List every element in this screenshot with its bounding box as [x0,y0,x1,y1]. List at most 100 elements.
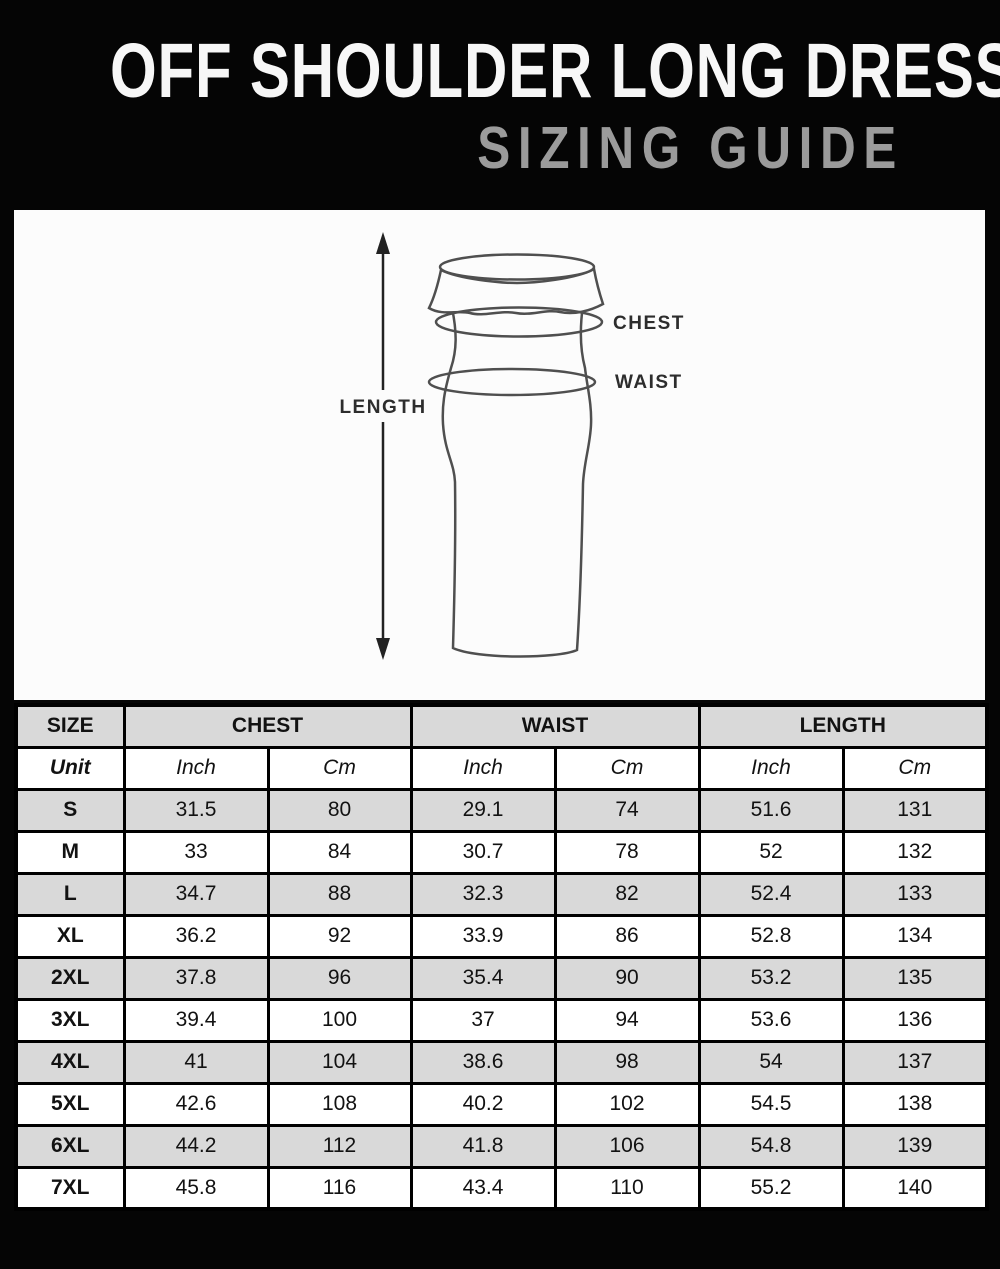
size-cell: 6XL [14,1123,126,1169]
value-cell: 45.8 [122,1165,270,1211]
unit-label-cell: Unit [14,745,126,791]
table-row: 3XL 39.4 100 37 94 53.6 136 [14,997,989,1043]
diagram-panel: LENGTH CHEST WAIST [14,210,985,700]
size-cell: S [14,787,126,833]
value-cell: 36.2 [122,913,270,959]
value-cell: 37 [409,997,557,1043]
value-cell: 54.8 [697,1123,845,1169]
col-header-length: LENGTH [697,703,989,749]
chest-measure-ring [434,306,604,338]
value-cell: 137 [841,1039,989,1085]
size-table: SIZE CHEST WAIST LENGTH Unit Inch Cm Inc… [14,703,990,1211]
size-cell: L [14,871,126,917]
size-cell: M [14,829,126,875]
value-cell: 30.7 [409,829,557,875]
value-cell: 52.4 [697,871,845,917]
table-row: 5XL 42.6 108 40.2 102 54.5 138 [14,1081,989,1127]
value-cell: 35.4 [409,955,557,1001]
unit-cell: Cm [841,745,989,791]
value-cell: 131 [841,787,989,833]
value-cell: 80 [266,787,413,833]
value-cell: 74 [553,787,701,833]
chest-label: CHEST [613,313,685,334]
value-cell: 138 [841,1081,989,1127]
value-cell: 104 [266,1039,413,1085]
page-subtitle: SIZING GUIDE [477,115,904,181]
value-cell: 86 [553,913,701,959]
table-row: 6XL 44.2 112 41.8 106 54.8 139 [14,1123,989,1169]
size-cell: XL [14,913,126,959]
value-cell: 42.6 [122,1081,270,1127]
value-cell: 41.8 [409,1123,557,1169]
table-group-header-row: SIZE CHEST WAIST LENGTH [14,703,989,749]
header: OFF SHOULDER LONG DRESS SIZING GUIDE [0,0,1000,210]
size-cell: 3XL [14,997,126,1043]
value-cell: 34.7 [122,871,270,917]
value-cell: 132 [841,829,989,875]
size-table-section: SIZE CHEST WAIST LENGTH Unit Inch Cm Inc… [14,703,990,1211]
size-table-body: S 31.5 80 29.1 74 51.6 131 M 33 84 30.7 78 52 132 L 34.… [14,787,989,1211]
size-cell: 5XL [14,1081,126,1127]
value-cell: 135 [841,955,989,1001]
value-cell: 94 [553,997,701,1043]
value-cell: 78 [553,829,701,875]
value-cell: 96 [266,955,413,1001]
value-cell: 39.4 [122,997,270,1043]
unit-cell: Cm [266,745,413,791]
value-cell: 140 [841,1165,989,1211]
table-unit-row: Unit Inch Cm Inch Cm Inch Cm [14,745,989,791]
value-cell: 41 [122,1039,270,1085]
unit-cell: Cm [553,745,701,791]
waist-label: WAIST [615,372,683,393]
value-cell: 33.9 [409,913,557,959]
value-cell: 51.6 [697,787,845,833]
value-cell: 90 [553,955,701,1001]
size-cell: 2XL [14,955,126,1001]
value-cell: 53.2 [697,955,845,1001]
table-row: 2XL 37.8 96 35.4 90 53.2 135 [14,955,989,1001]
size-cell: 4XL [14,1039,126,1085]
col-header-chest: CHEST [122,703,413,749]
waist-measure-ring [427,367,597,397]
value-cell: 100 [266,997,413,1043]
value-cell: 29.1 [409,787,557,833]
table-row: M 33 84 30.7 78 52 132 [14,829,989,875]
col-header-size: SIZE [14,703,126,749]
unit-cell: Inch [697,745,845,791]
table-row: L 34.7 88 32.3 82 52.4 133 [14,871,989,917]
unit-cell: Inch [409,745,557,791]
table-row: 4XL 41 104 38.6 98 54 137 [14,1039,989,1085]
value-cell: 116 [266,1165,413,1211]
dress-sketch: LENGTH CHEST WAIST [339,232,685,660]
value-cell: 37.8 [122,955,270,1001]
page-title: OFF SHOULDER LONG DRESS [110,28,1000,114]
value-cell: 32.3 [409,871,557,917]
value-cell: 55.2 [697,1165,845,1211]
value-cell: 52 [697,829,845,875]
value-cell: 92 [266,913,413,959]
dress-offshoulder-band [427,267,605,316]
table-row: 7XL 45.8 116 43.4 110 55.2 140 [14,1165,989,1211]
dress-body [441,303,593,658]
value-cell: 38.6 [409,1039,557,1085]
value-cell: 54.5 [697,1081,845,1127]
size-cell: 7XL [14,1165,126,1211]
table-row: S 31.5 80 29.1 74 51.6 131 [14,787,989,833]
value-cell: 110 [553,1165,701,1211]
value-cell: 102 [553,1081,701,1127]
value-cell: 31.5 [122,787,270,833]
value-cell: 112 [266,1123,413,1169]
value-cell: 84 [266,829,413,875]
value-cell: 53.6 [697,997,845,1043]
col-header-waist: WAIST [409,703,701,749]
value-cell: 134 [841,913,989,959]
value-cell: 82 [553,871,701,917]
value-cell: 98 [553,1039,701,1085]
length-arrow [344,232,422,660]
table-row: XL 36.2 92 33.9 86 52.8 134 [14,913,989,959]
value-cell: 44.2 [122,1123,270,1169]
value-cell: 88 [266,871,413,917]
value-cell: 43.4 [409,1165,557,1211]
value-cell: 139 [841,1123,989,1169]
